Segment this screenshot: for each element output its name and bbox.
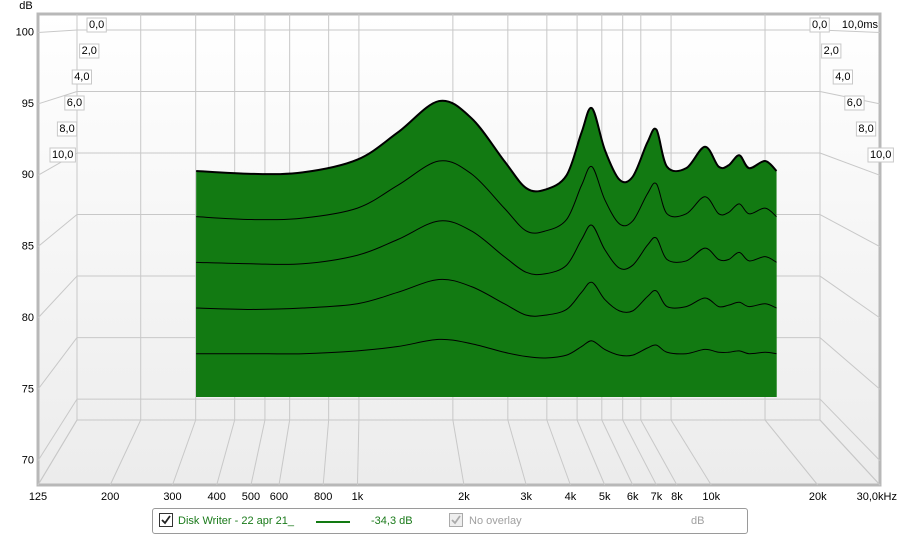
time-tick-box xyxy=(832,69,853,85)
chart: dB 10,0ms 70 75 80 85 90 95 100 125 200 300 400 500… xyxy=(16,0,897,503)
time-tick-label: 6,0 xyxy=(847,97,862,109)
grid-line xyxy=(622,419,657,486)
slice-line xyxy=(196,220,777,276)
legend-swatch xyxy=(316,521,350,523)
x-tick-label: 500 xyxy=(242,491,260,503)
grid-line xyxy=(819,214,881,248)
time-tick-box xyxy=(844,95,865,111)
grid-line xyxy=(546,419,571,486)
legend: Disk Writer - 22 apr 21_ -34,3 dB No ove… xyxy=(152,508,748,534)
x-tick-label: 6k xyxy=(627,491,639,503)
y-tick-label: 100 xyxy=(16,26,34,38)
grid-line xyxy=(507,419,527,486)
y-tick-label: 85 xyxy=(22,241,34,253)
y-tick-label: 90 xyxy=(22,169,34,181)
x-tick-label: 20k xyxy=(809,491,827,503)
time-tick-box xyxy=(56,121,78,137)
y-tick-label: 80 xyxy=(22,312,34,324)
x-tick-label: 800 xyxy=(314,491,332,503)
checkbox[interactable] xyxy=(159,513,175,529)
x-tick-label: 200 xyxy=(101,491,119,503)
time-tick-label: 0,0 xyxy=(89,19,104,31)
time-tick-box xyxy=(71,69,92,85)
x-tick-label: 400 xyxy=(208,491,226,503)
time-tick-label: 8,0 xyxy=(858,123,873,135)
grid-line xyxy=(37,91,78,105)
time-tick-label: 0,0 xyxy=(812,19,827,31)
x-tick-label: 300 xyxy=(163,491,181,503)
grid-line xyxy=(37,419,78,486)
grid-line xyxy=(819,152,881,176)
grid-line xyxy=(356,419,360,486)
time-tick-box xyxy=(821,43,842,59)
legend-series-name: Disk Writer - 22 apr 21_ xyxy=(178,515,294,527)
grid-line xyxy=(819,337,881,390)
x-tick-label: 8k xyxy=(671,491,683,503)
time-tick-label: 6,0 xyxy=(67,97,82,109)
grid-line xyxy=(37,214,78,248)
grid-line xyxy=(819,398,881,462)
grid-line xyxy=(109,419,142,486)
time-tick-box xyxy=(49,147,76,163)
grid-line xyxy=(670,419,712,486)
grid-line xyxy=(819,275,881,319)
x-tick-label: 10k xyxy=(702,491,720,503)
grid-line xyxy=(819,419,881,486)
grid-line xyxy=(37,337,78,390)
y-tick-label: 75 xyxy=(22,383,34,395)
time-tick-box xyxy=(64,95,85,111)
x-tick-label: 30,0kHz xyxy=(857,491,897,503)
x-tick-label: 7k xyxy=(651,491,663,503)
x-tick-label: 125 xyxy=(29,491,47,503)
grid-line xyxy=(601,419,634,486)
time-tick-box xyxy=(867,147,894,163)
time-tick-label: 4,0 xyxy=(74,71,89,83)
time-tick-label: 2,0 xyxy=(82,45,97,57)
time-tick-label: 2,0 xyxy=(824,45,839,57)
x-tick-label: 5k xyxy=(599,491,611,503)
y-tick-label: 95 xyxy=(22,98,34,110)
grid-line xyxy=(764,419,819,486)
x-tick-label: 2k xyxy=(458,491,470,503)
time-tick-box xyxy=(79,43,100,59)
time-tick-label: 4,0 xyxy=(835,71,850,83)
time-tick-label: 10,0 xyxy=(52,149,73,161)
grid-line xyxy=(37,398,78,462)
grid-line xyxy=(216,419,236,486)
grid-line xyxy=(250,419,266,486)
slice-line xyxy=(196,338,777,359)
y-tick-label: 70 xyxy=(22,455,34,467)
slice-line xyxy=(196,278,777,317)
slice-line xyxy=(196,99,778,193)
grid-line xyxy=(576,419,606,486)
overlay-unit: dB xyxy=(691,515,705,527)
grid-line xyxy=(640,419,678,486)
time-tick-label: 8,0 xyxy=(59,123,74,135)
slice-area xyxy=(196,339,777,397)
x-tick-label: 1k xyxy=(352,491,364,503)
y-axis-label: dB xyxy=(19,0,32,12)
grid-line xyxy=(172,419,197,486)
grid-line xyxy=(452,419,465,486)
x-tick-label: 600 xyxy=(270,491,288,503)
time-tick-label: 10,0 xyxy=(870,149,891,161)
grid-line xyxy=(37,29,78,34)
grid-line xyxy=(37,275,78,319)
overlay-label: No overlay xyxy=(469,515,522,527)
time-tick-box xyxy=(855,121,877,137)
grid-line xyxy=(278,419,291,486)
grid-line xyxy=(819,29,881,34)
legend-readout: -34,3 dB xyxy=(371,515,413,527)
overlay-checkbox[interactable] xyxy=(449,513,465,529)
time-tick-box xyxy=(86,17,107,33)
x-tick-label: 4k xyxy=(565,491,577,503)
grid-line xyxy=(322,419,330,486)
time-tick-box xyxy=(809,17,830,33)
time-axis-label: 10,0ms xyxy=(842,19,879,31)
slice-line xyxy=(196,160,777,234)
x-tick-label: 3k xyxy=(520,491,532,503)
